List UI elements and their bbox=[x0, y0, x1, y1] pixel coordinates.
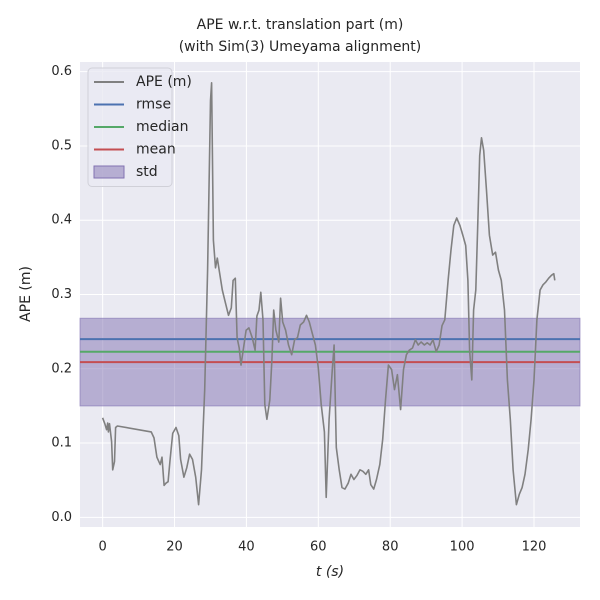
y-tick-label: 0.1 bbox=[51, 436, 72, 451]
legend-label: rmse bbox=[136, 97, 171, 113]
x-tick-label: 20 bbox=[166, 540, 183, 555]
y-tick-label: 0.5 bbox=[51, 138, 72, 153]
chart-title: APE w.r.t. translation part (m) bbox=[197, 17, 404, 33]
x-axis-label: t (s) bbox=[316, 564, 344, 580]
y-tick-label: 0.3 bbox=[51, 287, 72, 302]
y-axis-label: APE (m) bbox=[18, 266, 34, 322]
x-tick-label: 40 bbox=[238, 540, 255, 555]
legend-label: median bbox=[136, 119, 188, 135]
x-tick-label: 80 bbox=[382, 540, 399, 555]
y-tick-label: 0.2 bbox=[51, 361, 72, 376]
x-tick-label: 60 bbox=[310, 540, 327, 555]
y-tick-label: 0.4 bbox=[51, 213, 72, 228]
legend-label: mean bbox=[136, 142, 176, 158]
legend-swatch bbox=[93, 165, 125, 179]
x-tick-label: 120 bbox=[522, 540, 547, 555]
ape-line bbox=[101, 82, 556, 506]
x-tick-label: 100 bbox=[450, 540, 475, 555]
legend-box bbox=[87, 67, 173, 187]
y-tick-label: 0.6 bbox=[51, 64, 72, 79]
chart-subtitle: (with Sim(3) Umeyama alignment) bbox=[179, 39, 422, 55]
y-tick-label: 0.0 bbox=[51, 510, 72, 525]
x-tick-label: 0 bbox=[99, 540, 107, 555]
legend-label: APE (m) bbox=[136, 74, 192, 90]
legend-label: std bbox=[136, 164, 158, 180]
